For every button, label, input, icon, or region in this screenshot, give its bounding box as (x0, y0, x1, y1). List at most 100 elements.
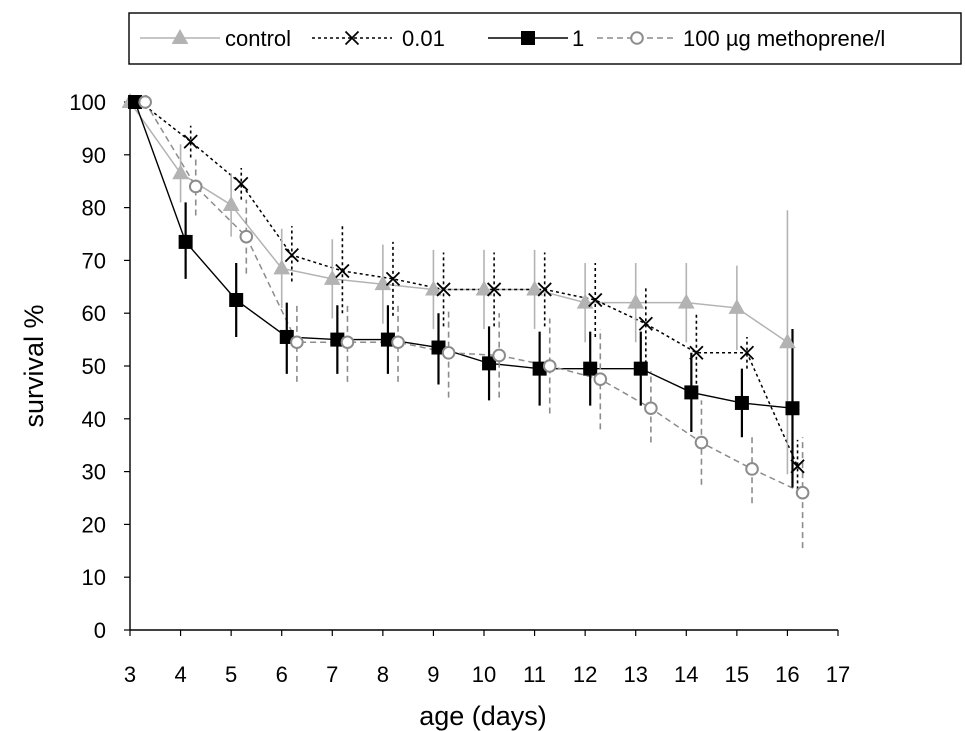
triangle-marker-control (172, 164, 189, 180)
x-marker-0-01-stroke-b (234, 176, 249, 191)
circle-marker-100-g-methoprene-l (644, 401, 658, 416)
x-tick-label: 10 (472, 662, 496, 687)
x-marker-0-01 (234, 176, 249, 191)
x-marker-0-01 (486, 282, 502, 297)
circle-marker-100-g-methoprene-l (239, 229, 254, 244)
series-line-100-g-methoprene-l (144, 101, 803, 494)
circle-marker-100-g-methoprene-l (542, 359, 557, 373)
x-tick-label: 12 (573, 662, 597, 687)
legend-label-100-g-methoprene-l: 100 µg methoprene/l (683, 26, 885, 51)
x-marker-0-01 (284, 247, 299, 263)
legend-item-1: 1 (488, 26, 584, 51)
axes: 3 4 5 6 7 8 9 10 11 12 13 14 15 16 17 0 10 20 30 40 50 60 70 8… (19, 90, 850, 731)
circle-marker-100-g-methoprene-l (138, 95, 152, 109)
square-marker-1 (229, 293, 244, 307)
x-marker-0-01 (689, 345, 704, 360)
y-tick-label: 100 (69, 90, 106, 115)
triangle-marker-control (526, 280, 543, 296)
triangle-marker-control (576, 293, 594, 309)
x-marker-0-01-stroke-b (689, 345, 704, 360)
square-marker-1 (684, 385, 699, 400)
x-marker-0-01 (436, 282, 451, 297)
y-tick-label: 10 (82, 565, 106, 590)
triangle-marker-control (627, 293, 645, 309)
square-marker-1 (734, 395, 749, 410)
x-tick-label: 9 (427, 662, 439, 687)
marker-layer (121, 92, 810, 500)
circle-marker-100-g-methoprene-l (795, 485, 810, 500)
x-tick-label: 16 (775, 662, 799, 687)
legend-item-control: control (140, 26, 291, 51)
circle-marker-100-g-methoprene-l (391, 335, 405, 350)
x-marker-0-01 (335, 263, 350, 279)
circle-marker-100-g-methoprene-l (340, 335, 355, 350)
x-marker-0-01 (537, 282, 552, 297)
x-marker-0-01 (385, 271, 401, 287)
triangle-marker-control (475, 280, 493, 296)
x-marker-0-01 (790, 459, 805, 474)
triangle-marker-control (374, 275, 392, 291)
legend-item-100-g-methoprene-l: 100 µg methoprene/l (597, 26, 885, 51)
legend-label-1: 1 (572, 26, 584, 51)
legend: control 0.01 1 100 µg methoprene/l (128, 12, 962, 65)
circle-marker-100-g-methoprene-l (290, 335, 304, 350)
triangle-marker-control (425, 280, 442, 296)
x-tick-label: 14 (674, 662, 698, 687)
x-marker-0-01-stroke-b (588, 292, 603, 308)
x-marker-0-01-stroke-b (790, 459, 805, 474)
legend-items: control 0.01 1 100 µg methoprene/l (140, 26, 885, 51)
series-line-0-01 (139, 101, 799, 467)
circle-marker-100-g-methoprene-l (441, 346, 456, 360)
x-tick-label: 5 (225, 662, 237, 687)
y-tick-label: 90 (82, 143, 106, 168)
legend-item-0-01: 0.01 (312, 26, 445, 51)
legend-label-0-01: 0.01 (402, 26, 445, 51)
x-marker-0-01-stroke-b (183, 134, 198, 149)
y-tick-label: 80 (82, 196, 106, 221)
y-tick-label: 50 (82, 354, 106, 379)
x-tick-label: 7 (326, 662, 338, 687)
y-tick-label: 30 (82, 460, 106, 485)
x-tick-label: 11 (523, 662, 546, 687)
x-marker-0-01-stroke-b (385, 271, 401, 287)
x-tick-label: 17 (826, 662, 850, 687)
square-marker-1 (482, 356, 497, 371)
series-line-1 (134, 101, 793, 409)
x-tick-label: 15 (725, 662, 749, 687)
x-tick-label: 8 (377, 662, 389, 687)
x-marker-0-01 (183, 134, 198, 149)
x-marker-0-01 (739, 345, 755, 360)
x-tick-label: 4 (174, 662, 186, 687)
triangle-marker-control (273, 259, 291, 275)
legend-marker-1 (521, 31, 535, 45)
x-marker-0-01 (588, 292, 603, 308)
circle-marker-100-g-methoprene-l (492, 348, 506, 363)
x-marker-0-01-stroke-b (436, 282, 451, 297)
x-ticks: 3 4 5 6 7 8 9 10 11 12 13 14 15 16 17 (124, 630, 850, 687)
legend-label-control: control (225, 26, 291, 51)
y-tick-label: 70 (82, 248, 106, 273)
square-marker-1 (633, 361, 648, 376)
y-tick-label: 0 (94, 618, 106, 643)
y-ticks: 0 10 20 30 40 50 60 70 80 90 100 (69, 90, 130, 643)
triangle-marker-control (728, 298, 746, 314)
series-line-control (129, 101, 788, 343)
x-marker-0-01-stroke-b (335, 263, 350, 279)
circle-marker-100-g-methoprene-l (745, 462, 759, 476)
circle-marker-100-g-methoprene-l (694, 435, 709, 450)
triangle-marker-control (677, 293, 695, 309)
circle-marker-100-g-methoprene-l (188, 179, 203, 194)
triangle-marker-control (222, 195, 240, 211)
circle-marker-100-g-methoprene-l (593, 372, 608, 387)
x-marker-0-01-stroke-b (537, 282, 552, 297)
x-tick-label: 6 (276, 662, 288, 687)
x-tick-label: 13 (623, 662, 647, 687)
x-axis-title: age (days) (419, 701, 547, 731)
x-marker-0-01-stroke-b (486, 282, 502, 297)
y-tick-label: 20 (82, 512, 106, 537)
triangle-marker-control (323, 269, 341, 285)
plot-layer (121, 92, 810, 549)
legend-marker-100-g-methoprene-l (630, 31, 644, 45)
